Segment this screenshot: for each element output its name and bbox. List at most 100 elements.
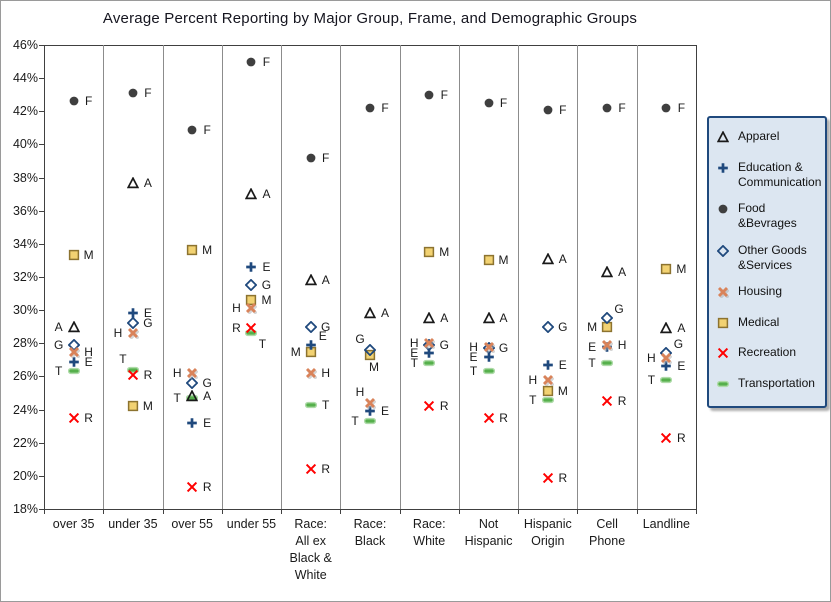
- data-point-housing-x: [305, 367, 317, 380]
- apparel-triangle-icon: [660, 322, 673, 334]
- point-letter-label: M: [261, 293, 272, 308]
- category-separator-line: [340, 45, 341, 509]
- y-axis-tick-label: 38%: [12, 170, 38, 185]
- legend-item-label-line: Medical: [738, 314, 780, 329]
- data-point-apparel-triangle: [601, 266, 614, 278]
- point-letter-label: E: [380, 404, 390, 419]
- y-axis-tick: [39, 45, 44, 46]
- point-letter-label: A: [618, 265, 627, 280]
- point-letter-label: E: [469, 349, 478, 364]
- y-axis-tick: [39, 111, 44, 113]
- recreation-x-icon: [601, 396, 613, 407]
- point-letter-label: H: [84, 344, 93, 359]
- point-letter-label: A: [499, 311, 508, 326]
- point-letter-label: H: [617, 337, 627, 352]
- data-point-recreation-x: [483, 412, 495, 424]
- point-letter-label: M: [142, 399, 153, 414]
- point-letter-label: E: [262, 260, 271, 275]
- category-separator-line: [518, 45, 519, 509]
- y-axis-tick-label: 30%: [12, 303, 38, 318]
- point-letter-label: H: [355, 384, 365, 399]
- point-letter-label: H: [321, 366, 331, 381]
- point-letter-label: A: [440, 311, 449, 326]
- point-letter-label: F: [203, 122, 211, 137]
- legend-item-label-line: Transportation: [738, 375, 815, 390]
- education-plus-icon: [187, 418, 197, 428]
- apparel-triangle-icon-holder: [716, 129, 730, 148]
- data-point-medical-square: [542, 385, 554, 397]
- legend-item-label: Food &Bevrages: [738, 201, 797, 231]
- point-letter-label: G: [261, 278, 272, 293]
- point-letter-label: F: [499, 96, 508, 110]
- data-point-medical-square: [245, 294, 257, 306]
- point-letter-label: E: [318, 328, 327, 343]
- data-point-other-goods-diamond: [364, 343, 376, 356]
- education-plus-icon: [128, 308, 138, 319]
- point-letter-label: F: [559, 102, 567, 117]
- point-letter-label: F: [381, 100, 389, 115]
- education-plus-icon: [246, 262, 257, 272]
- y-axis-tick-label: 40%: [12, 137, 38, 152]
- data-point-medical-square: [127, 400, 139, 412]
- recreation-x-icon-holder: [717, 345, 730, 364]
- data-point-transportation-dash: [364, 415, 376, 427]
- point-letter-label: H: [409, 336, 419, 351]
- data-point-food-circle: [364, 102, 376, 114]
- point-letter-label: E: [588, 339, 597, 354]
- point-letter-label: T: [469, 364, 478, 379]
- point-letter-label: M: [587, 319, 598, 334]
- medical-square-icon: [661, 263, 672, 274]
- point-letter-label: R: [143, 367, 153, 382]
- x-axis-tick: [222, 509, 223, 514]
- point-letter-label: A: [380, 306, 390, 321]
- housing-x-icon: [364, 397, 376, 409]
- apparel-triangle-icon: [601, 266, 614, 278]
- data-point-recreation-x: [186, 481, 198, 493]
- data-point-recreation-x: [245, 322, 257, 334]
- legend-item-apparel-triangle: Apparel: [716, 129, 817, 148]
- point-letter-label: G: [143, 316, 153, 331]
- data-point-food-circle: [483, 97, 495, 109]
- point-letter-label: H: [469, 339, 478, 354]
- legend-item-education-plus: Education & Communication: [717, 160, 821, 190]
- data-point-apparel-triangle: [541, 252, 554, 265]
- legend-item-label: Housing: [738, 284, 782, 299]
- point-letter-label: A: [54, 319, 63, 334]
- legend-item-medical-square: Medical: [717, 315, 817, 334]
- apparel-triangle-icon: [126, 176, 139, 188]
- point-letter-label: F: [618, 100, 626, 115]
- point-letter-label: T: [322, 397, 330, 412]
- food-circle-icon: [306, 153, 316, 163]
- data-point-food-circle: [423, 89, 435, 101]
- data-point-education-plus: [423, 347, 435, 359]
- data-point-apparel-triangle: [245, 188, 258, 200]
- x-axis-category-label-line: Race:: [294, 517, 328, 531]
- x-axis-category-label: Race: All ex Black & White: [277, 516, 344, 584]
- apparel-triangle-icon: [186, 390, 199, 402]
- data-point-transportation-dash: [304, 399, 317, 411]
- point-letter-label: R: [439, 399, 449, 414]
- y-axis-tick: [39, 277, 44, 278]
- data-point-food-circle: [660, 102, 672, 114]
- data-point-food-circle: [245, 56, 257, 68]
- point-letter-label: T: [529, 392, 537, 407]
- transportation-dash-icon: [660, 376, 673, 383]
- data-point-medical-square: [483, 254, 495, 266]
- transportation-dash-icon-holder: [716, 376, 730, 395]
- legend-item-label-line: Communication: [738, 174, 822, 189]
- point-letter-label: R: [84, 410, 93, 425]
- housing-x-icon: [542, 374, 554, 386]
- point-letter-label: R: [558, 470, 568, 485]
- education-plus-icon: [543, 360, 553, 370]
- point-letter-label: R: [321, 462, 331, 477]
- y-axis-tick: [39, 509, 44, 510]
- data-point-recreation-x: [423, 400, 435, 412]
- education-plus-icon: [718, 162, 728, 173]
- recreation-x-icon: [305, 464, 316, 475]
- data-point-medical-square: [660, 263, 672, 275]
- data-point-education-plus: [542, 359, 554, 371]
- category-separator-line: [222, 45, 223, 509]
- y-axis-tick-label: 28%: [12, 336, 38, 351]
- legend-item-food-circle: Food &Bevrages: [717, 201, 817, 231]
- other-goods-diamond-icon: [601, 312, 614, 325]
